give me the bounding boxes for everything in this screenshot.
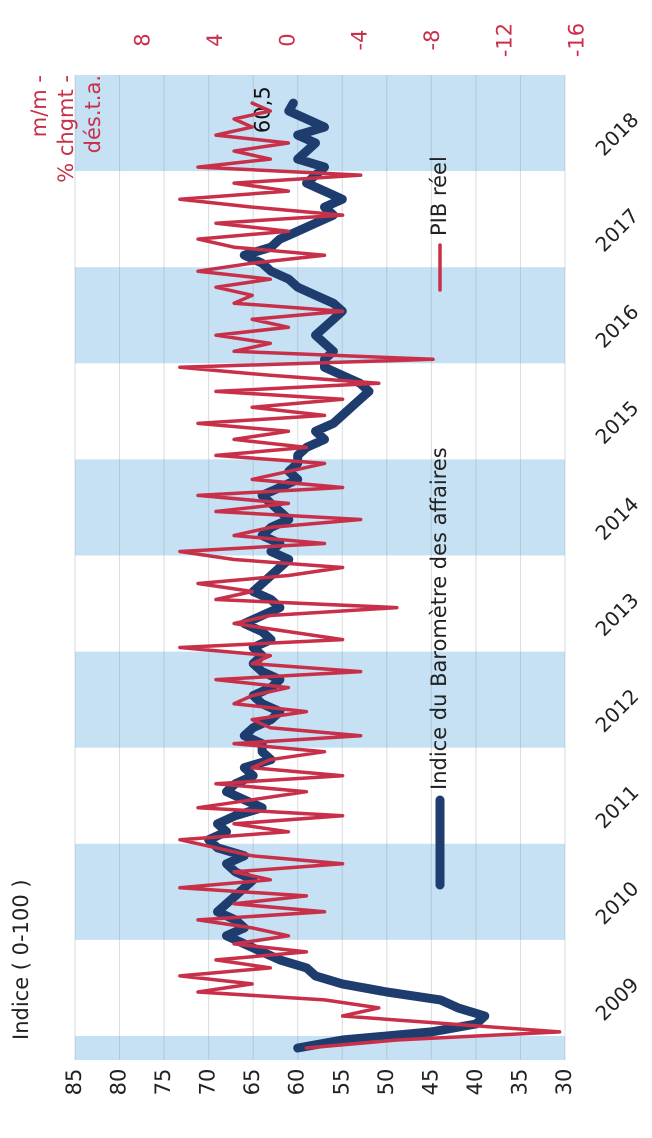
y2-tick-label: -12 <box>492 23 516 57</box>
y-tick-label: 65 <box>240 1069 264 1096</box>
x-tick-label: 2013 <box>590 588 643 641</box>
y-tick-label: 80 <box>107 1069 131 1096</box>
y2-tick-label: -16 <box>565 23 589 57</box>
y-tick-label: 70 <box>196 1069 220 1096</box>
year-band <box>75 651 565 748</box>
x-tick-label: 2015 <box>590 396 643 449</box>
legend-label: PIB réel <box>427 156 451 236</box>
x-tick-label: 2014 <box>590 492 643 545</box>
x-tick-label: 2017 <box>590 204 643 257</box>
y2-tick-label: 0 <box>275 33 299 46</box>
y2-axis-title: dés.t.a. <box>81 75 105 153</box>
y-tick-label: 45 <box>418 1069 442 1096</box>
x-tick-label: 2012 <box>590 684 643 737</box>
y2-tick-label: 8 <box>131 33 155 46</box>
y-axis-title: Indice ( 0-100 ) <box>9 879 33 1040</box>
y2-tick-label: -8 <box>420 30 444 51</box>
legend-label: Indice du Baromètre des affaires <box>427 447 451 790</box>
y2-axis-title: % chgmt - <box>54 75 78 183</box>
y2-tick-label: -4 <box>348 30 372 51</box>
y-tick-label: 50 <box>374 1069 398 1096</box>
y-tick-label: 55 <box>329 1069 353 1096</box>
y-tick-label: 60 <box>285 1069 309 1096</box>
y-tick-label: 30 <box>552 1069 576 1096</box>
y-tick-label: 40 <box>463 1069 487 1096</box>
rotated-chart: 85 80 75 70 65 60 55 50 45 40 35 308 4 0 -4 -8 -12 -16200… <box>9 23 643 1096</box>
year-band <box>75 459 565 556</box>
y-tick-label: 35 <box>507 1069 531 1096</box>
series-line <box>178 101 562 1050</box>
y-tick-label: 75 <box>151 1069 175 1096</box>
x-tick-label: 2011 <box>590 780 643 833</box>
y2-axis-title: m/m - <box>27 75 51 137</box>
y2-tick-label: 4 <box>203 33 227 46</box>
x-tick-label: 2010 <box>590 876 643 929</box>
year-band <box>75 267 565 364</box>
x-tick-label: 2016 <box>590 300 643 353</box>
year-band <box>75 843 565 940</box>
x-tick-label: 2018 <box>590 108 643 161</box>
x-tick-label: 2009 <box>590 972 643 1025</box>
y-tick-label: 85 <box>62 1069 86 1096</box>
